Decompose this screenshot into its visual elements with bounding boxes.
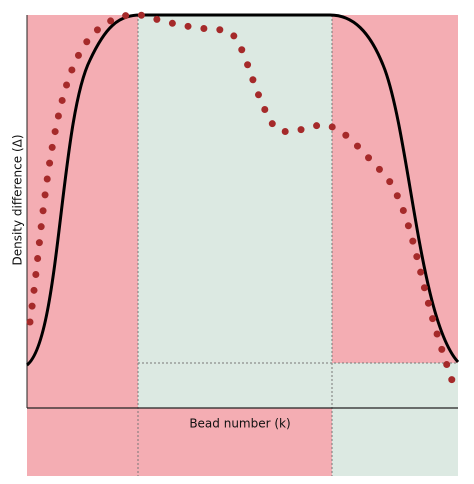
dotted-curve: [26, 10, 460, 396]
bottom-left-band: [27, 408, 332, 476]
middle-region: [138, 15, 332, 408]
bottom-right-band: [332, 408, 458, 476]
y-axis-label: Density difference (Δ): [11, 134, 25, 265]
x-axis-label: Bead number (k): [189, 417, 290, 431]
right-region: [332, 15, 458, 363]
curve: [25, 13, 460, 367]
right-lower-region: [332, 363, 458, 408]
